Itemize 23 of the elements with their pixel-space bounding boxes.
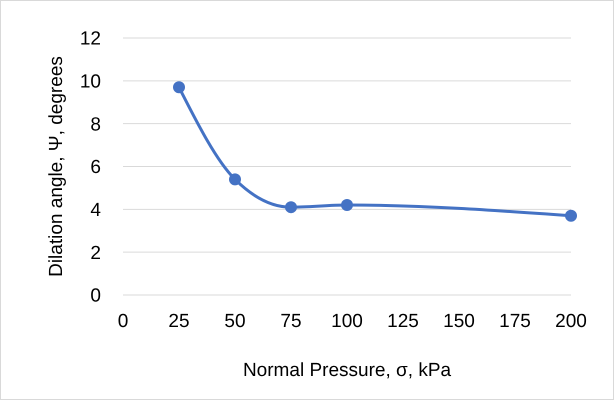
x-tick-label: 50 xyxy=(224,311,246,332)
y-tick-label: 0 xyxy=(90,286,101,307)
point xyxy=(341,199,353,212)
x-tick-label: 75 xyxy=(280,311,302,332)
x-axis-title: Normal Pressure, σ, kPa xyxy=(242,360,452,381)
point xyxy=(565,210,577,222)
point xyxy=(229,173,241,186)
x-tick-label: 0 xyxy=(118,311,128,332)
y-tick-label: 8 xyxy=(90,114,101,136)
y-tick-label: 10 xyxy=(80,71,101,92)
x-tick-label: 150 xyxy=(443,311,475,332)
x-tick-label: 175 xyxy=(499,311,531,332)
x-tick-label: 125 xyxy=(387,311,419,332)
x-tick-label: 25 xyxy=(168,311,190,332)
point xyxy=(173,81,185,94)
x-tick-label: 200 xyxy=(555,311,587,332)
y-tick-label: 2 xyxy=(90,242,101,264)
y-tick-label: 4 xyxy=(90,200,102,221)
y-tick-label: 6 xyxy=(90,157,101,178)
point xyxy=(285,201,297,214)
x-tick-label: 100 xyxy=(331,311,363,332)
y-axis-title: Dilation angle, Ψ, degrees xyxy=(46,56,67,277)
y-tick-label: 12 xyxy=(80,28,101,50)
